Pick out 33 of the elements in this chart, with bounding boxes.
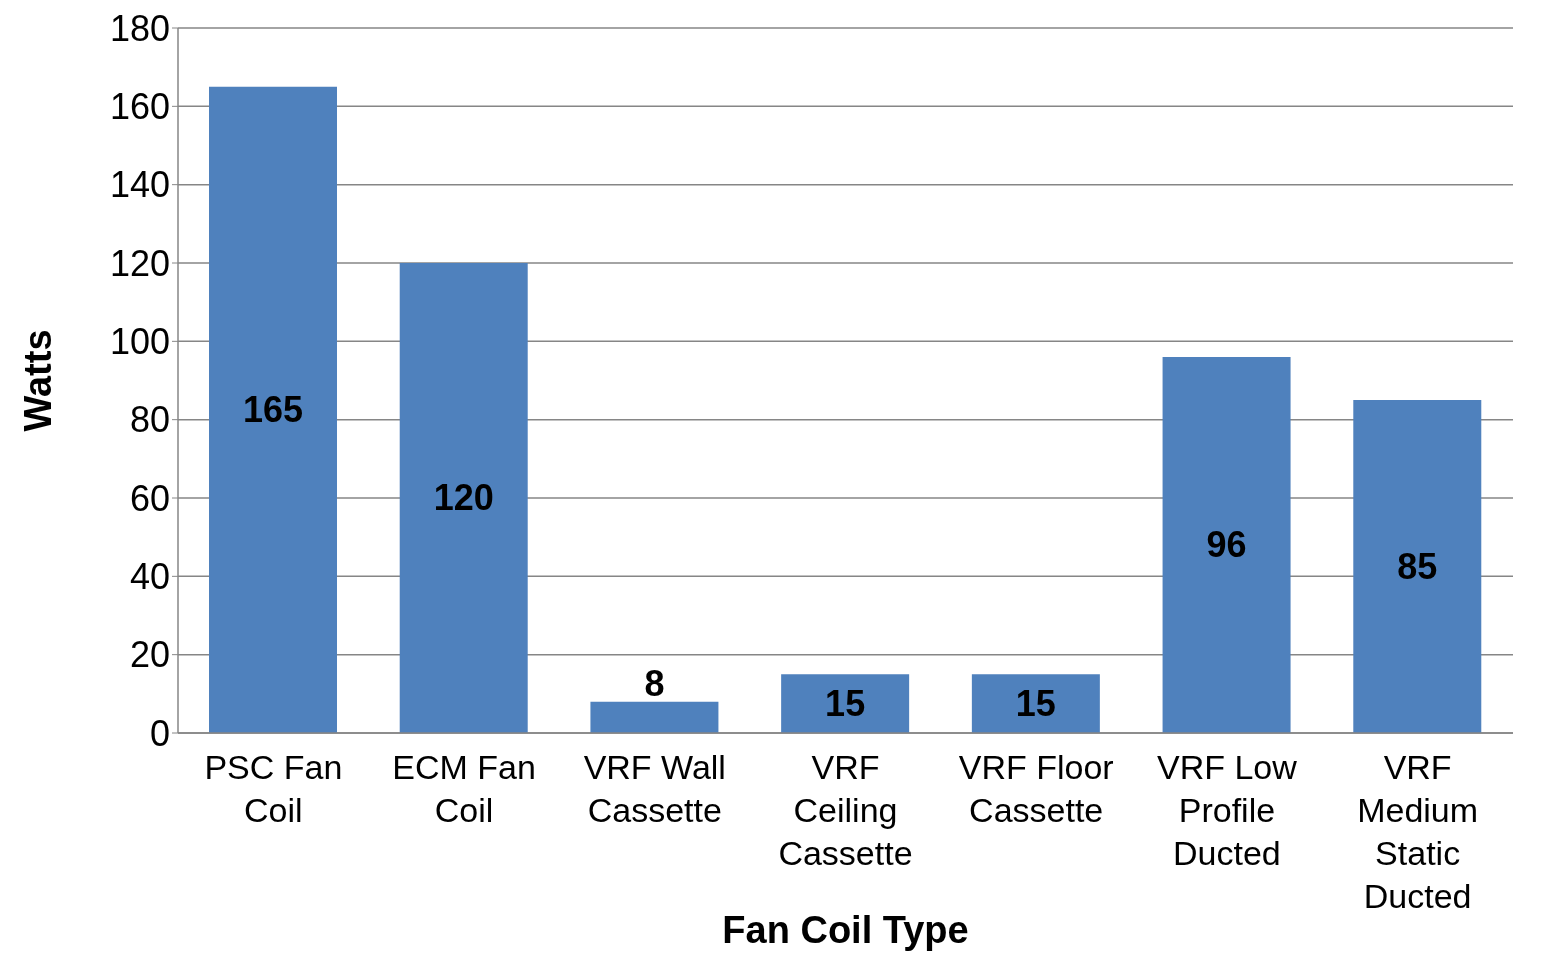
bar [971,674,1100,733]
y-tick-label: 160 [109,86,170,128]
x-tick-label: VRF Ceiling Cassette [778,748,913,872]
x-tick-label: VRF Low Profile Ducted [1157,748,1298,872]
data-label: 85 [1397,545,1438,587]
y-tick-label: 120 [109,242,170,284]
x-tick-label: VRF Medium Static Ducted [1357,748,1479,915]
bar [781,674,910,733]
y-axis-title: Watts [17,329,60,432]
x-tick-label: VRF Floor Cassette [958,748,1114,829]
y-tick-label: 60 [129,477,170,519]
data-label: 120 [433,477,494,518]
y-tick-label: 20 [129,634,170,676]
bar [209,86,337,733]
bar [590,701,719,733]
data-label: 8 [644,662,665,704]
y-tick-label: 100 [109,321,170,363]
y-tick-label: 0 [149,712,170,754]
data-label: 15 [825,682,866,724]
bar [1162,357,1291,733]
bar [1353,400,1482,733]
data-label: 165 [242,388,304,430]
bar [399,263,528,733]
x-tick-label: ECM Fan Coil [392,748,536,829]
x-tick-label: VRF Wall Cassette [583,748,726,829]
x-axis-title: Fan Coil Type [722,909,969,951]
y-tick-label: 140 [109,164,170,206]
y-tick-label: 40 [129,556,170,598]
y-tick-label: 80 [129,399,170,441]
data-label: 15 [1015,682,1056,724]
data-label: 96 [1206,524,1247,565]
x-tick-label: PSC Fan Coil [204,748,343,829]
y-tick-label: 180 [109,7,170,49]
